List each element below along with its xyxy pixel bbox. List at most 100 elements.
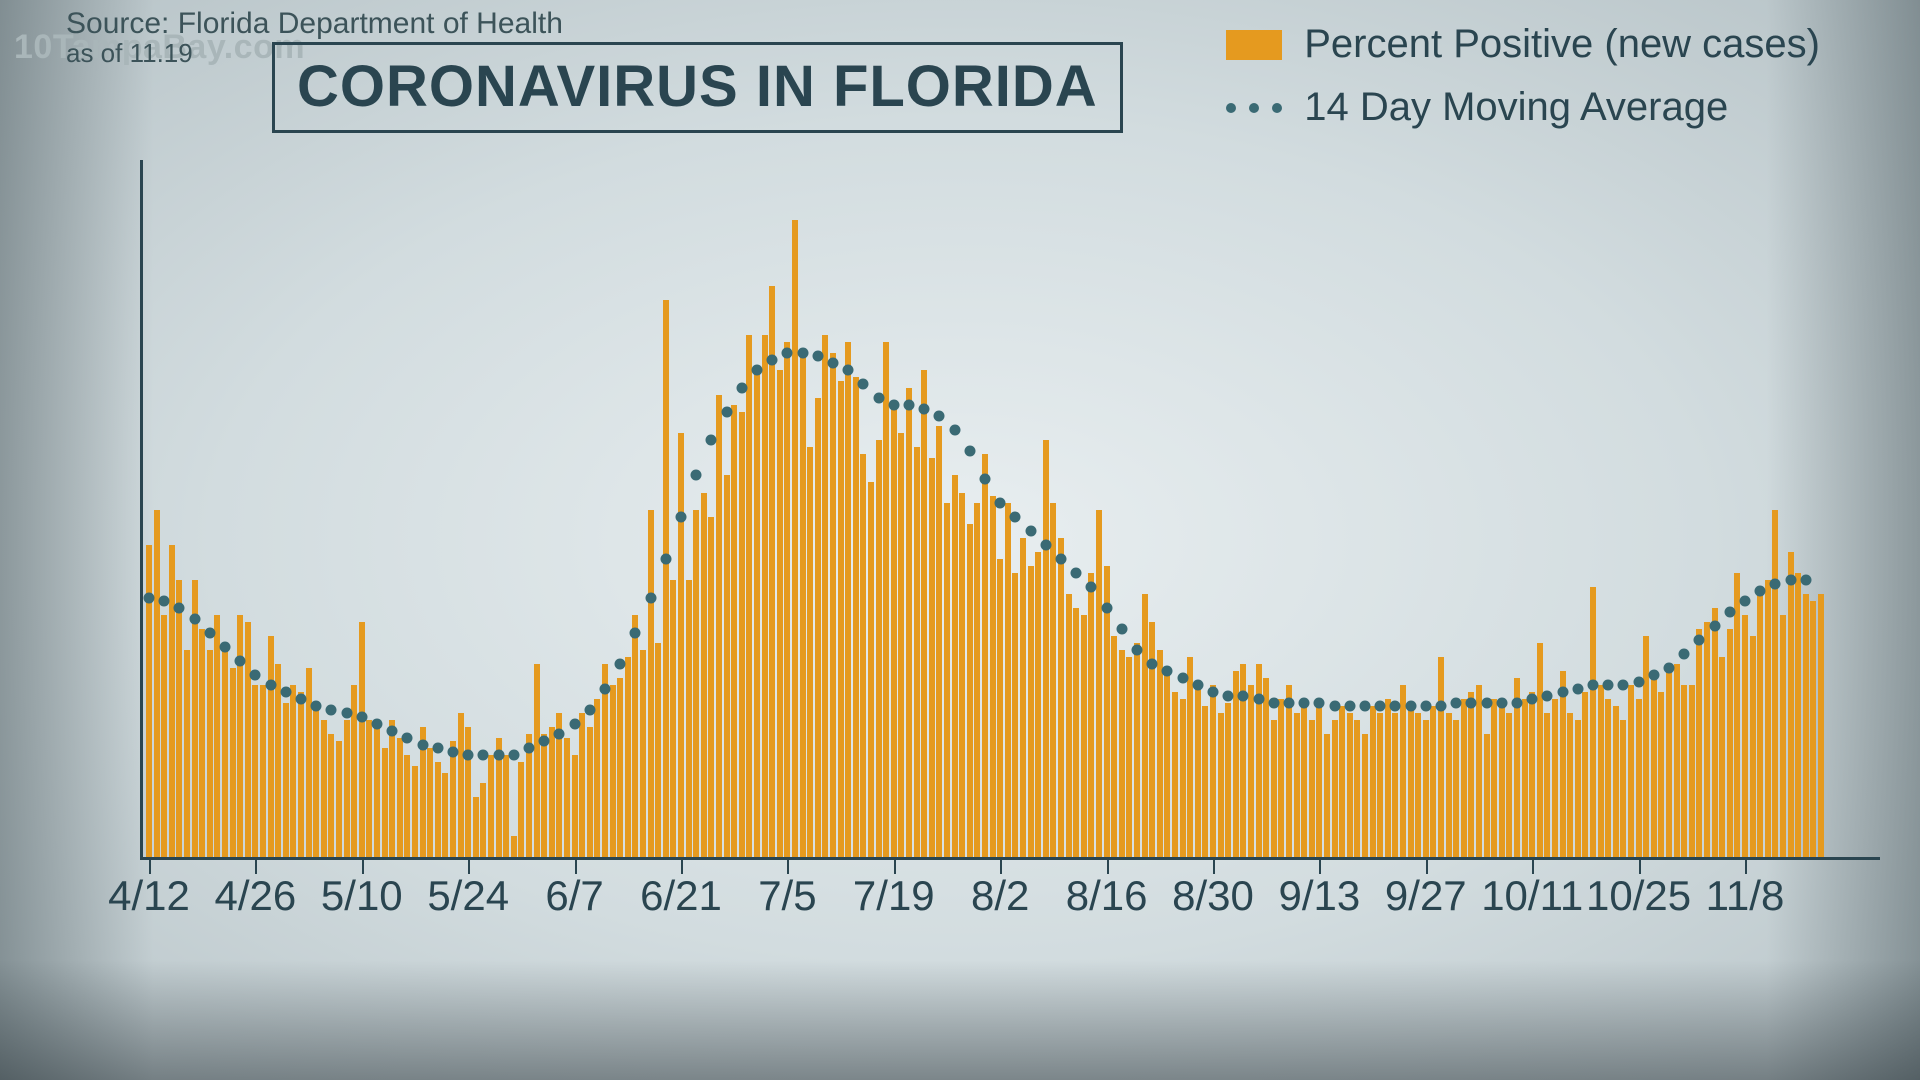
bar [1613,706,1619,860]
bar [990,496,996,860]
bar [1035,552,1041,860]
x-axis-label: 7/19 [853,872,935,920]
bar [815,398,821,860]
bar [1043,440,1049,860]
avg-dot [691,470,702,481]
bar [686,580,692,860]
bar [974,503,980,860]
bar [1628,685,1634,860]
bar [1202,706,1208,860]
bar [298,692,304,860]
bar [906,388,912,861]
bar [336,741,342,860]
bar [1377,713,1383,860]
bar [1666,664,1672,860]
avg-dot [1116,624,1127,635]
bar [473,797,479,860]
bar [176,580,182,860]
bar [1339,706,1345,860]
avg-dot [1740,596,1751,607]
bar [1605,699,1611,860]
x-axis-label: 6/21 [640,872,722,920]
bar [777,370,783,860]
bar [344,720,350,860]
bar [1484,734,1490,860]
bar [374,727,380,860]
bar [321,720,327,860]
bar [1012,573,1018,860]
bar [670,580,676,860]
x-axis-label: 8/16 [1066,872,1148,920]
bar [1028,566,1034,860]
bar [161,615,167,860]
bar [1301,706,1307,860]
bar [1696,629,1702,860]
bar [800,353,806,861]
bar [1810,601,1816,860]
bar [655,643,661,860]
bar [366,720,372,860]
avg-dot [1800,575,1811,586]
bar [222,643,228,860]
bar [1233,671,1239,860]
bar [1560,671,1566,860]
bar [1658,692,1664,860]
bar [184,650,190,860]
bar [1142,594,1148,860]
bar [1354,720,1360,860]
avg-dot [1603,680,1614,691]
bar [1681,685,1687,860]
bar [1073,608,1079,860]
bar [701,493,707,861]
bar [1552,699,1558,860]
bar [1385,699,1391,860]
bar [952,475,958,860]
avg-dot [1679,648,1690,659]
bar [1362,734,1368,860]
bar [1278,699,1284,860]
bar [1643,636,1649,860]
bar [1218,713,1224,860]
bar [1423,720,1429,860]
bar [1020,538,1026,860]
bar [245,622,251,860]
bar [283,703,289,861]
avg-dot [326,704,337,715]
bar [1370,706,1376,860]
avg-dot [858,379,869,390]
bar [275,664,281,860]
bar [556,713,562,860]
avg-dot [934,410,945,421]
bar [1674,664,1680,860]
bar [1195,685,1201,860]
x-axis-label: 8/2 [971,872,1029,920]
chart-area: 0%5%10%15%20% 4/124/265/105/246/76/217/5… [0,0,1920,1080]
bar [199,629,205,860]
chart-stage: 10TampaBay.com Source: Florida Departmen… [0,0,1920,1080]
bar [982,454,988,860]
bar [503,755,509,860]
bar [914,447,920,860]
bar [480,783,486,860]
bar [1598,685,1604,860]
avg-dot [250,669,261,680]
x-axis-label: 5/24 [427,872,509,920]
bar [1005,503,1011,860]
bar [1286,685,1292,860]
bar [1765,580,1771,860]
bar [1491,699,1497,860]
bar [845,342,851,860]
bar [883,342,889,860]
bar [663,300,669,860]
bar [1081,615,1087,860]
bar [1415,713,1421,860]
bar [1734,573,1740,860]
bar [1567,713,1573,860]
avg-dot [1071,568,1082,579]
bar [1088,573,1094,860]
bar [868,482,874,860]
bar [1636,699,1642,860]
bar [1803,594,1809,860]
bar [169,545,175,860]
bar [792,220,798,861]
